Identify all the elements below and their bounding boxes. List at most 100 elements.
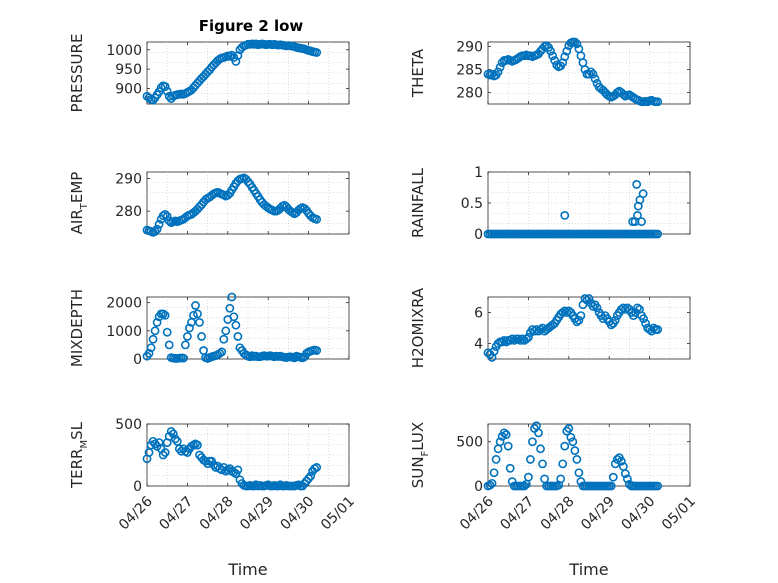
data-point [189, 310, 198, 320]
subplot-1: 900 950 1000 PRESSURE [68, 34, 350, 113]
y-axis-label: MIXDEPTH [68, 289, 86, 367]
y-tick-label: 1000 [106, 43, 142, 59]
y-axis-label: SUNFLUX [409, 422, 431, 488]
data-point [528, 325, 537, 334]
y-axis-label: RAINFALL [409, 167, 427, 238]
data-point [225, 303, 235, 313]
data-point [639, 314, 648, 324]
data-point [519, 481, 529, 491]
y-tick-label: 290 [456, 40, 483, 56]
x-axis-label: Time [568, 560, 608, 579]
data-point [560, 210, 570, 220]
data-point [546, 46, 556, 56]
data-point [146, 343, 156, 353]
data-point [653, 325, 663, 334]
data-point [489, 346, 499, 356]
data-point [154, 219, 164, 229]
data-point [148, 334, 158, 344]
data-point [588, 301, 598, 311]
data-point [590, 74, 600, 84]
data-point [560, 306, 570, 316]
data-point [572, 39, 582, 49]
data-point [233, 332, 243, 341]
data-point [193, 440, 202, 450]
data-point [612, 455, 622, 464]
data-point [485, 480, 495, 490]
y-tick-label: 0.5 [461, 196, 483, 212]
data-point [524, 472, 533, 482]
y-axis-label: PRESSURE [68, 34, 86, 113]
data-point [501, 430, 511, 440]
data-point [560, 441, 570, 451]
y-tick-label: 4 [474, 337, 483, 353]
y-tick-label: 280 [456, 86, 483, 102]
y-tick-label: 500 [115, 417, 142, 433]
data-point [653, 229, 663, 239]
data-point [637, 217, 646, 226]
data-point [550, 55, 560, 65]
x-tick-label: 04/30 [278, 494, 318, 534]
data-point [507, 334, 517, 344]
data-point [566, 432, 576, 442]
data-point [556, 474, 566, 484]
data-point [164, 216, 174, 226]
y-tick-label: 6 [474, 306, 483, 322]
data-point [229, 312, 239, 322]
x-tick-label: 04/26 [457, 493, 497, 533]
data-point [534, 428, 543, 438]
data-point [570, 37, 580, 47]
y-tick-label: 2000 [106, 296, 142, 312]
data-point [572, 455, 582, 464]
data-point [645, 325, 654, 334]
y-tick-label: 290 [115, 172, 142, 188]
data-point [576, 311, 586, 320]
data-point [532, 325, 541, 334]
data-point [503, 441, 513, 451]
y-tick-label: 1 [474, 165, 483, 181]
data-point [528, 437, 537, 447]
x-tick-label: 04/27 [497, 494, 537, 534]
data-point [536, 325, 545, 334]
data-point [513, 334, 523, 344]
data-point [505, 335, 515, 345]
data-point [164, 340, 174, 350]
data-point [633, 210, 642, 220]
data-point [312, 346, 322, 355]
y-axis-label: THETA [409, 48, 427, 98]
data-point [515, 335, 525, 345]
data-point [217, 347, 227, 357]
data-point [164, 91, 174, 101]
x-tick-label: 04/29 [237, 494, 277, 534]
y-tick-label: 0 [133, 479, 142, 495]
data-point [160, 82, 170, 91]
data-point [306, 471, 316, 481]
x-tick-label: 04/28 [538, 494, 578, 534]
data-point [558, 308, 568, 317]
data-point [570, 446, 580, 455]
x-tick-label: 04/27 [156, 494, 196, 534]
data-point [495, 62, 505, 72]
data-point [616, 304, 626, 314]
y-tick-label: 0 [474, 479, 483, 495]
data-point [162, 327, 172, 337]
data-point [227, 50, 237, 60]
data-point [616, 456, 626, 466]
data-point [493, 67, 503, 77]
data-point [160, 310, 170, 320]
data-point [243, 177, 253, 187]
y-axis-label: H2OMIXRA [409, 287, 427, 368]
data-point [312, 462, 322, 472]
data-point [536, 444, 545, 454]
data-point [152, 224, 162, 234]
x-tick-label: 04/26 [116, 493, 156, 533]
data-point [180, 340, 190, 350]
data-point [150, 226, 160, 236]
data-point [160, 210, 170, 219]
data-point [312, 48, 322, 57]
y-tick-label: 280 [115, 204, 142, 220]
data-point [152, 317, 162, 327]
data-point [290, 353, 299, 363]
data-point [632, 179, 642, 189]
subplot-8: 0 500 04/26 04/27 04/28 04/29 04/30 05/01 Time SU… [409, 421, 699, 579]
